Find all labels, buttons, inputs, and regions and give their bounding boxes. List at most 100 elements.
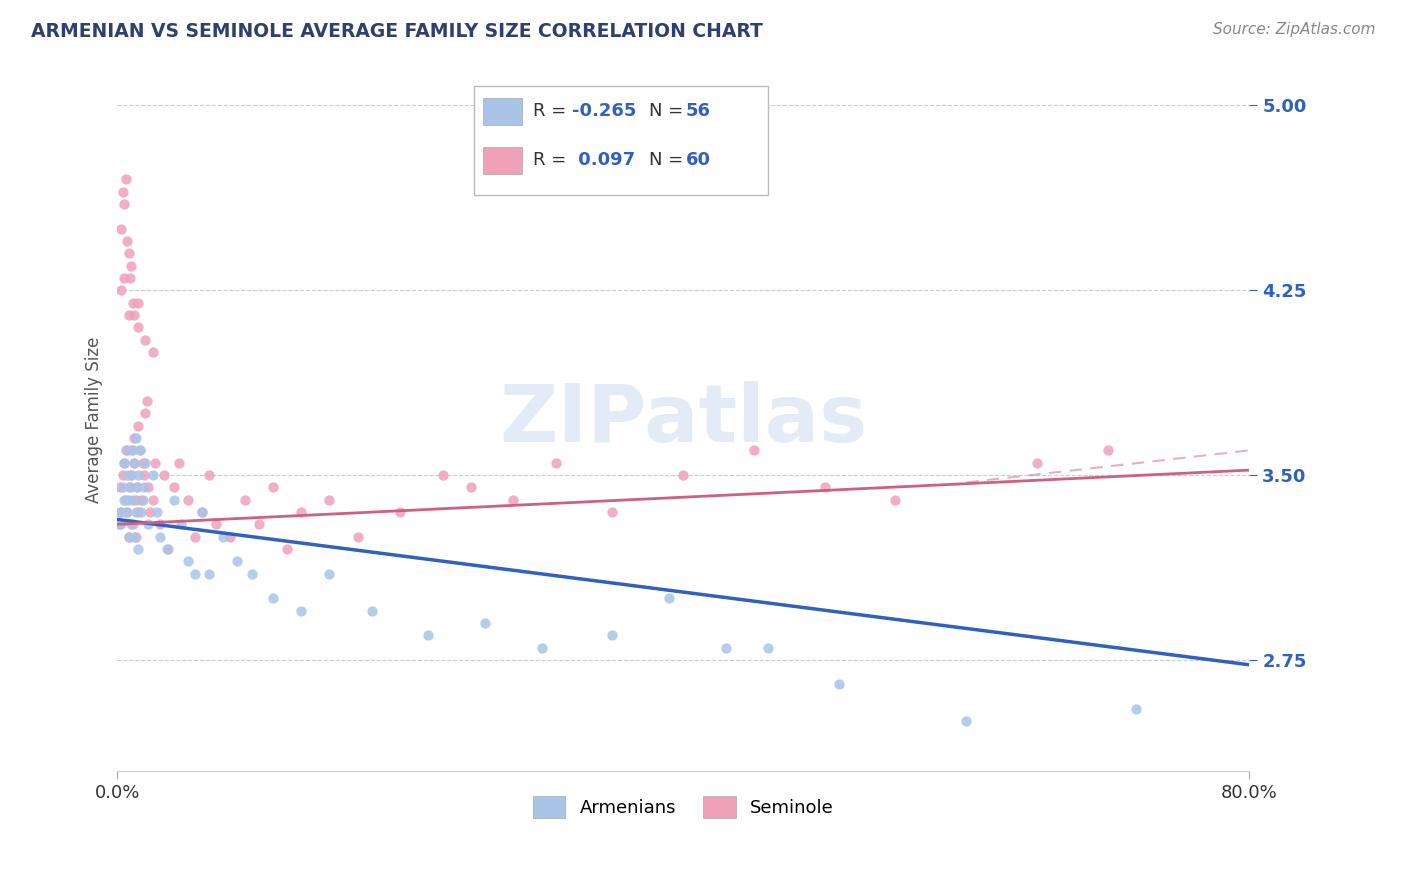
Point [122,456,145,470]
Point [127,295,149,310]
Point [318,566,340,581]
Point [117,492,139,507]
Point [136,517,159,532]
Point [120,517,142,532]
Point [112,456,135,470]
Point [474,615,496,630]
Point [226,554,249,568]
Point [672,468,695,483]
Point [117,530,139,544]
Point [262,480,284,494]
Point [107,517,129,532]
Point [129,492,152,507]
Point [205,517,228,532]
Point [177,492,200,507]
Point [418,628,440,642]
Point [112,271,135,285]
Point [127,320,149,334]
Point [1097,443,1119,458]
Point [114,443,136,458]
Point [198,566,221,581]
Point [132,468,155,483]
Point [111,185,134,199]
Point [233,492,256,507]
Point [389,505,412,519]
Legend: Armenians, Seminole: Armenians, Seminole [526,789,841,825]
FancyBboxPatch shape [482,147,523,174]
Point [134,456,156,470]
Point [121,492,143,507]
Point [128,443,150,458]
Point [177,554,200,568]
Point [828,677,851,691]
Point [1125,702,1147,716]
Point [110,283,132,297]
Point [124,431,146,445]
Point [432,468,454,483]
Point [145,456,167,470]
Point [156,541,179,556]
Point [198,468,221,483]
Point [134,407,156,421]
Point [110,221,132,235]
Text: N =: N = [650,151,689,169]
Point [121,517,143,532]
Point [114,492,136,507]
Point [191,505,214,519]
Point [127,468,149,483]
Point [742,443,765,458]
Text: 60: 60 [685,151,710,169]
Point [658,591,681,606]
Point [955,714,977,729]
Point [111,468,134,483]
Point [756,640,779,655]
Point [460,480,482,494]
Point [290,505,312,519]
Text: -0.265: -0.265 [572,102,637,120]
Point [157,541,180,556]
Point [122,308,145,322]
Text: 56: 56 [685,102,710,120]
Point [112,197,135,211]
Point [122,431,145,445]
Point [163,480,186,494]
Point [121,443,143,458]
Point [184,530,207,544]
Point [142,492,165,507]
Point [240,566,263,581]
Point [114,505,136,519]
Point [247,517,270,532]
Point [1025,456,1047,470]
Point [163,492,186,507]
Point [115,468,138,483]
Point [124,492,146,507]
Point [170,517,193,532]
Y-axis label: Average Family Size: Average Family Size [86,336,103,503]
Point [125,480,148,494]
Point [146,505,169,519]
Point [111,480,134,494]
Point [544,456,567,470]
Point [107,517,129,532]
Point [813,480,835,494]
Point [191,505,214,519]
Point [530,640,553,655]
Point [112,492,135,507]
Point [602,628,624,642]
Point [115,234,138,248]
Point [118,480,141,494]
Text: ZIPatlas: ZIPatlas [499,381,868,458]
Point [219,530,242,544]
Point [124,505,146,519]
Point [131,492,153,507]
Point [112,456,135,470]
Point [128,443,150,458]
Point [117,530,139,544]
FancyBboxPatch shape [482,98,523,125]
Point [714,640,737,655]
Point [142,344,165,359]
Text: ARMENIAN VS SEMINOLE AVERAGE FAMILY SIZE CORRELATION CHART: ARMENIAN VS SEMINOLE AVERAGE FAMILY SIZE… [31,22,763,41]
Point [602,505,624,519]
Point [262,591,284,606]
Point [117,246,139,260]
